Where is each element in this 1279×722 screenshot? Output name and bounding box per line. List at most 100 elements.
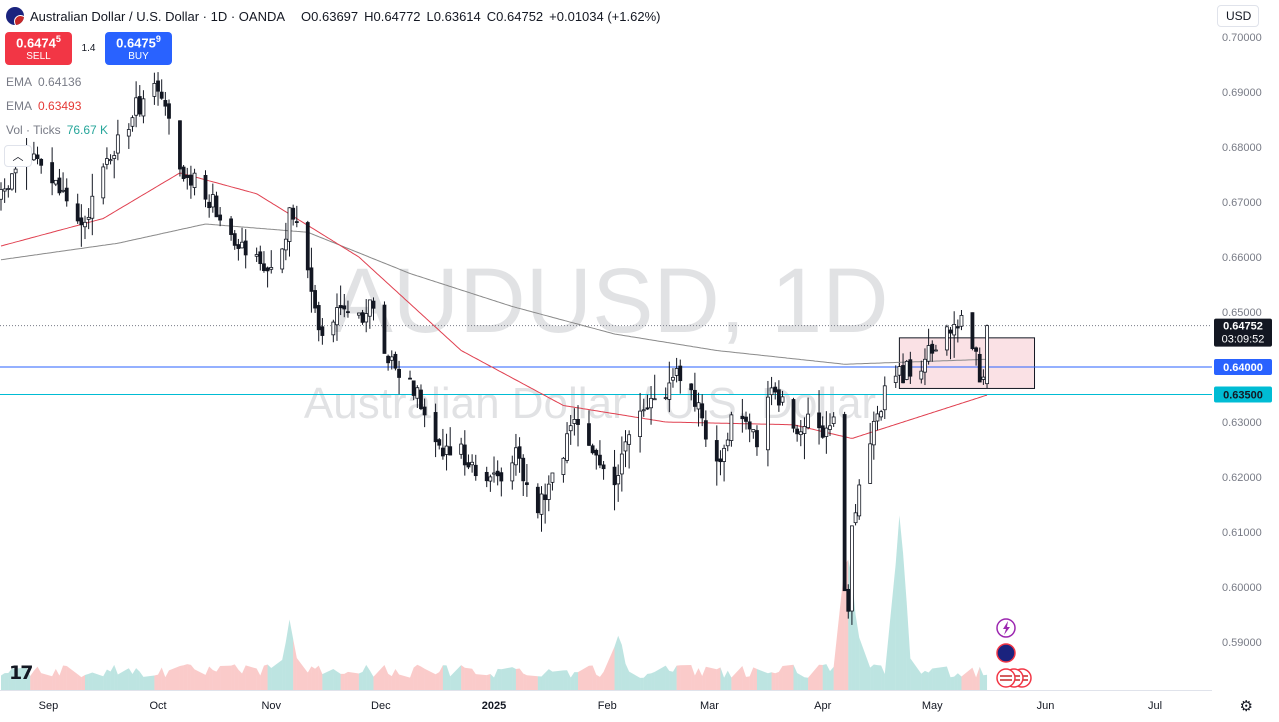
- candle-down: [598, 454, 602, 466]
- volume-segment: [92, 672, 104, 690]
- candle-up: [671, 376, 675, 381]
- volume-segment: [179, 665, 184, 690]
- volume-segment: [66, 666, 78, 690]
- gear-icon[interactable]: ⚙: [1239, 698, 1253, 715]
- volume-segment: [245, 665, 257, 690]
- time-axis-label: Dec: [371, 700, 391, 712]
- candle-down: [342, 305, 347, 310]
- volume-segment: [746, 676, 750, 690]
- volume-segment: [417, 664, 421, 690]
- buy-button[interactable]: 0.64759 BUY: [105, 32, 172, 65]
- chart-header: Australian Dollar / U.S. Dollar · 1D · O…: [6, 7, 660, 25]
- volume-segment: [680, 665, 692, 690]
- candle-up: [981, 376, 986, 380]
- volume-segment: [519, 668, 524, 690]
- level-1-label-bg: [1214, 359, 1272, 375]
- candle-up: [831, 416, 836, 424]
- volume-segment: [983, 674, 988, 690]
- sell-price: 0.64745: [16, 34, 61, 51]
- currency-selector[interactable]: USD: [1217, 5, 1259, 27]
- candle-up: [926, 345, 931, 362]
- box-layer: [898, 337, 1036, 389]
- volume-segment: [742, 666, 747, 690]
- volume-segment: [727, 670, 732, 690]
- volume-segment: [694, 668, 699, 690]
- candle-up: [641, 409, 646, 412]
- candle-down: [214, 195, 219, 218]
- volume-segment: [647, 673, 652, 690]
- volume-segment: [139, 671, 144, 690]
- last-price-label: 0.64752: [1223, 321, 1263, 333]
- volume-segment: [110, 664, 115, 690]
- price-tick-label: 0.63000: [1222, 417, 1262, 429]
- volume-segment: [183, 664, 188, 690]
- candle-up: [959, 314, 964, 327]
- volume-segment: [501, 667, 513, 690]
- candle-up: [806, 413, 810, 429]
- volume-segment: [475, 674, 487, 690]
- volume-segment: [4, 672, 9, 690]
- indicator-volume[interactable]: Vol · Ticks 76.67 K: [6, 123, 108, 137]
- candle-down: [524, 482, 529, 485]
- indicator-name: EMA: [6, 99, 33, 113]
- volume-segment: [128, 668, 133, 690]
- candle-down: [590, 445, 595, 454]
- candle-down: [320, 326, 325, 336]
- candle-up: [335, 307, 339, 326]
- indicator-ema-1[interactable]: EMA 0.64136: [6, 75, 81, 89]
- consolidation-box: [898, 337, 1036, 389]
- candle-up: [871, 420, 876, 446]
- time-axis-label: Oct: [149, 700, 166, 712]
- candle-down: [137, 96, 142, 115]
- collapse-indicators-button[interactable]: ︿: [4, 145, 32, 167]
- tradingview-logo-icon[interactable]: 17: [9, 662, 33, 684]
- volume-segment: [420, 666, 425, 690]
- candle-up: [850, 525, 854, 612]
- candle-up: [780, 396, 785, 403]
- candle-up: [130, 117, 135, 127]
- volume-segment: [705, 666, 717, 690]
- level-1-label: 0.64000: [1223, 362, 1263, 374]
- volume-segment: [143, 675, 155, 690]
- volume-segment: [782, 664, 794, 690]
- candle-up: [488, 476, 493, 482]
- volume-segment: [234, 664, 239, 690]
- volume-segment: [691, 665, 695, 690]
- indicator-ema-2[interactable]: EMA 0.63493: [6, 99, 81, 113]
- volume-segment: [756, 668, 768, 690]
- volume-segment: [515, 668, 520, 690]
- volume-segment: [651, 671, 655, 690]
- volume-segment: [282, 641, 286, 690]
- high-key: H: [364, 8, 374, 24]
- candle-down: [236, 244, 241, 249]
- candle-down: [820, 425, 825, 438]
- time-axis[interactable]: Sep Oct Nov Dec 2025 Feb Mar Apr May Jun Jul: [0, 690, 1279, 722]
- volume-segment: [665, 665, 670, 690]
- candle-down: [393, 353, 398, 369]
- volume-segment: [260, 665, 264, 690]
- volume-segment: [771, 672, 776, 690]
- volume-segment: [37, 666, 42, 690]
- time-axis-label: Jun: [1037, 700, 1055, 712]
- sell-button[interactable]: 0.64745 SELL: [5, 32, 72, 65]
- symbol-title[interactable]: Australian Dollar / U.S. Dollar · 1D · O…: [30, 8, 286, 24]
- candle-up: [619, 453, 624, 475]
- volume-segment: [767, 672, 772, 690]
- ema-slow-line: [0, 223, 988, 365]
- price-scale[interactable]: 0.70000 0.69000 0.68000 0.67000 0.66000 0.650…: [1212, 0, 1279, 722]
- close-value: 0.64752: [496, 8, 544, 24]
- volume-segment: [472, 668, 476, 690]
- volume-segment: [11, 668, 16, 690]
- candle-down: [678, 365, 683, 382]
- candle-down: [846, 588, 851, 612]
- volume-segment: [976, 666, 980, 690]
- volume-segment: [336, 671, 341, 690]
- volume-segment: [154, 674, 159, 690]
- volume-segment: [972, 667, 977, 690]
- volume-segment: [55, 668, 60, 690]
- candle-up: [561, 457, 566, 475]
- candle-down: [601, 464, 606, 470]
- volume-segment: [903, 552, 907, 690]
- volume-segment: [800, 675, 805, 690]
